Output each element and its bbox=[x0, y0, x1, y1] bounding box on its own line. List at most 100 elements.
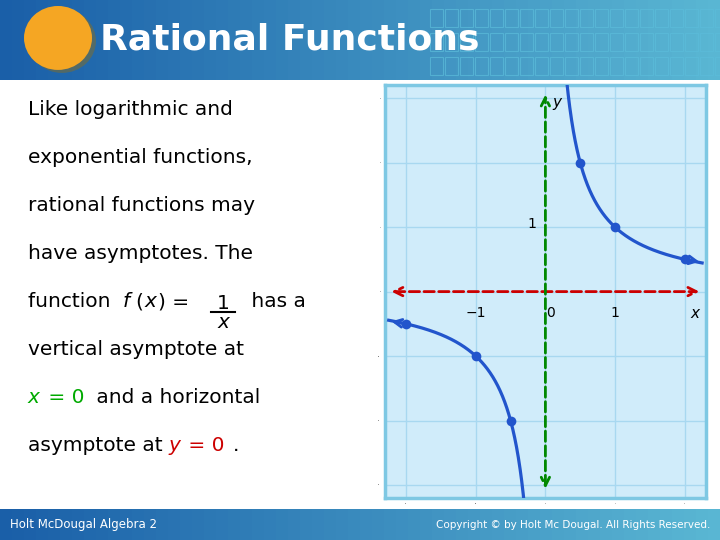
Bar bbox=[480, 0, 493, 80]
Bar bbox=[550, 57, 563, 75]
Bar bbox=[475, 57, 488, 75]
Bar bbox=[715, 33, 720, 51]
Bar bbox=[655, 33, 668, 51]
Bar bbox=[216, 0, 229, 80]
Bar bbox=[648, 0, 661, 80]
Bar bbox=[300, 509, 313, 540]
Bar bbox=[408, 0, 421, 80]
Bar bbox=[640, 9, 653, 27]
Bar bbox=[480, 509, 493, 540]
Bar bbox=[552, 0, 565, 80]
Bar bbox=[84, 0, 97, 80]
Text: x: x bbox=[690, 306, 700, 321]
Bar bbox=[84, 509, 97, 540]
Text: 1: 1 bbox=[528, 217, 536, 231]
Bar bbox=[610, 9, 623, 27]
Bar bbox=[696, 0, 709, 80]
Bar bbox=[540, 509, 553, 540]
Bar bbox=[636, 0, 649, 80]
Bar bbox=[580, 9, 593, 27]
Bar bbox=[505, 57, 518, 75]
Bar bbox=[36, 0, 49, 80]
Bar bbox=[550, 33, 563, 51]
Bar bbox=[228, 509, 241, 540]
Bar bbox=[324, 509, 337, 540]
Text: y: y bbox=[169, 436, 181, 455]
Text: Rational Functions: Rational Functions bbox=[100, 23, 480, 57]
Bar bbox=[120, 0, 133, 80]
Bar bbox=[408, 509, 421, 540]
Bar bbox=[0, 509, 13, 540]
Bar bbox=[550, 9, 563, 27]
Bar bbox=[144, 0, 157, 80]
Text: 0: 0 bbox=[546, 306, 555, 320]
Bar bbox=[12, 509, 25, 540]
Bar bbox=[535, 33, 548, 51]
Bar bbox=[588, 0, 601, 80]
Bar bbox=[144, 509, 157, 540]
Bar bbox=[72, 509, 85, 540]
Text: = 0: = 0 bbox=[182, 436, 225, 455]
Text: 1: 1 bbox=[611, 306, 619, 320]
Text: x: x bbox=[217, 313, 229, 332]
Bar bbox=[580, 57, 593, 75]
Bar bbox=[430, 9, 443, 27]
Bar bbox=[685, 33, 698, 51]
Bar bbox=[108, 509, 121, 540]
Text: asymptote at: asymptote at bbox=[28, 436, 169, 455]
Bar bbox=[565, 9, 578, 27]
Bar bbox=[504, 0, 517, 80]
Bar bbox=[60, 509, 73, 540]
Bar bbox=[528, 0, 541, 80]
Bar bbox=[670, 57, 683, 75]
Text: rational functions may: rational functions may bbox=[28, 197, 255, 215]
Bar bbox=[600, 0, 613, 80]
Bar bbox=[612, 0, 625, 80]
Bar bbox=[36, 509, 49, 540]
Text: f: f bbox=[123, 292, 130, 311]
Text: y: y bbox=[552, 95, 562, 110]
Bar bbox=[48, 0, 61, 80]
Bar bbox=[192, 0, 205, 80]
Bar bbox=[264, 0, 277, 80]
Text: x: x bbox=[28, 388, 40, 407]
Text: exponential functions,: exponential functions, bbox=[28, 148, 253, 167]
Bar bbox=[240, 509, 253, 540]
Bar bbox=[312, 0, 325, 80]
Bar bbox=[685, 9, 698, 27]
Bar bbox=[396, 0, 409, 80]
Bar bbox=[324, 0, 337, 80]
Ellipse shape bbox=[24, 6, 92, 70]
Bar bbox=[625, 9, 638, 27]
Bar bbox=[640, 33, 653, 51]
Bar bbox=[348, 509, 361, 540]
Bar bbox=[535, 57, 548, 75]
Bar bbox=[168, 509, 181, 540]
Bar bbox=[640, 57, 653, 75]
Bar bbox=[444, 0, 457, 80]
Bar bbox=[565, 33, 578, 51]
Text: 1: 1 bbox=[217, 294, 230, 313]
Bar bbox=[672, 509, 685, 540]
Bar bbox=[48, 509, 61, 540]
Bar bbox=[228, 0, 241, 80]
Bar bbox=[708, 509, 720, 540]
Bar bbox=[216, 509, 229, 540]
Bar bbox=[520, 57, 533, 75]
Bar bbox=[684, 509, 697, 540]
Bar bbox=[648, 509, 661, 540]
Bar bbox=[192, 509, 205, 540]
Bar bbox=[564, 0, 577, 80]
Bar bbox=[625, 33, 638, 51]
Bar bbox=[528, 509, 541, 540]
Bar bbox=[312, 509, 325, 540]
Text: has a: has a bbox=[245, 292, 306, 311]
Bar bbox=[576, 509, 589, 540]
Bar bbox=[432, 509, 445, 540]
Text: vertical asymptote at: vertical asymptote at bbox=[28, 340, 244, 359]
Bar bbox=[660, 509, 673, 540]
Bar bbox=[468, 0, 481, 80]
Bar bbox=[595, 33, 608, 51]
Bar bbox=[504, 509, 517, 540]
Bar bbox=[670, 33, 683, 51]
